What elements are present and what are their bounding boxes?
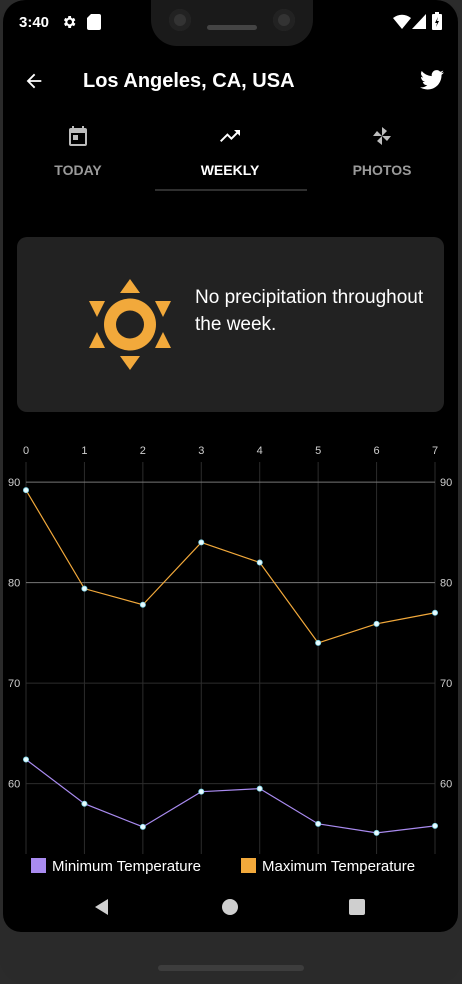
tab-indicator [155, 189, 307, 191]
y-tick-label-right: 80 [440, 578, 452, 590]
battery-icon [432, 12, 442, 30]
weekly-temperature-chart: 0 1 2 3 4 5 6 7 60 60 70 70 80 80 90 90 [8, 445, 452, 854]
legend-minimum-swatch [31, 858, 46, 873]
x-tick-label: 2 [140, 445, 146, 457]
chart-legend: Minimum Temperature Maximum Temperature [3, 858, 458, 882]
legend-maximum: Maximum Temperature [241, 858, 415, 875]
y-tick-label-right: 60 [440, 779, 452, 791]
page-title: Los Angeles, CA, USA [83, 70, 295, 92]
back-triangle-icon[interactable] [92, 897, 112, 917]
recents-square-icon[interactable] [347, 897, 367, 917]
y-tick-label-left: 80 [8, 578, 20, 590]
y-tick-label-left: 70 [8, 678, 20, 690]
x-tick-label: 3 [198, 445, 204, 457]
y-tick-label-left: 90 [8, 477, 20, 489]
x-tick-label: 1 [81, 445, 87, 457]
tab-weekly[interactable]: WEEKLY [155, 116, 305, 192]
min-temperature-point [81, 800, 88, 807]
front-sensor [273, 9, 295, 31]
y-tick-label-right: 90 [440, 477, 452, 489]
x-tick-label: 7 [432, 445, 438, 457]
earpiece [207, 25, 257, 30]
legend-minimum-label: Minimum Temperature [52, 858, 201, 875]
camera-notch [151, 0, 313, 46]
app-bar: Los Angeles, CA, USA [3, 52, 458, 110]
arrow-back-icon[interactable] [23, 70, 45, 92]
max-temperature-point [373, 620, 380, 627]
weekly-summary-card: No precipitation throughout the week. [17, 237, 444, 412]
min-temperature-point [431, 822, 438, 829]
y-tick-label-right: 70 [440, 678, 452, 690]
twitter-icon[interactable] [420, 69, 444, 91]
settings-icon [63, 16, 76, 28]
legend-minimum: Minimum Temperature [31, 858, 201, 875]
system-nav-bar [3, 884, 458, 930]
tab-bar: TODAY WEEKLY PHOTOS [3, 116, 458, 192]
front-camera [169, 9, 191, 31]
max-temperature-line [25, 489, 436, 644]
max-temperature-point [198, 539, 205, 546]
sd-card-icon [87, 14, 101, 30]
wifi-icon [393, 14, 411, 29]
legend-maximum-swatch [241, 858, 256, 873]
signal-icon [412, 14, 426, 29]
pinwheel-icon [373, 127, 391, 145]
screen: 3:40 [3, 0, 458, 932]
gesture-bar [158, 965, 304, 971]
precipitation-message: No precipitation throughout the week. [195, 287, 424, 335]
tab-photos[interactable]: PHOTOS [307, 116, 457, 192]
max-temperature-point [431, 609, 438, 616]
tab-weekly-label: WEEKLY [200, 162, 260, 178]
min-temperature-point [373, 829, 380, 836]
status-bar: 3:40 [3, 0, 458, 46]
min-temperature-line [25, 759, 436, 834]
min-temperature-point [256, 785, 263, 792]
max-temperature-point [139, 601, 146, 608]
max-temperature-point [256, 559, 263, 566]
min-temperature-point [315, 820, 322, 827]
max-temperature-point [315, 639, 322, 646]
tab-photos-label: PHOTOS [352, 162, 412, 178]
tab-today-label: TODAY [54, 162, 102, 178]
x-tick-label: 0 [23, 445, 29, 457]
trending-up-icon [220, 130, 240, 142]
max-temperature-point [81, 585, 88, 592]
calendar-icon [69, 126, 87, 146]
max-temperature-point [22, 487, 29, 494]
min-temperature-point [139, 823, 146, 830]
min-temperature-point [22, 756, 29, 763]
x-tick-label: 4 [257, 445, 263, 457]
legend-maximum-label: Maximum Temperature [262, 858, 416, 875]
status-time: 3:40 [19, 14, 50, 31]
y-tick-label-left: 60 [8, 779, 20, 791]
sun-icon [89, 279, 171, 370]
x-tick-label: 6 [374, 445, 380, 457]
home-circle-icon[interactable] [220, 897, 240, 917]
x-tick-label: 5 [315, 445, 321, 457]
tab-today[interactable]: TODAY [3, 116, 153, 192]
min-temperature-point [198, 788, 205, 795]
